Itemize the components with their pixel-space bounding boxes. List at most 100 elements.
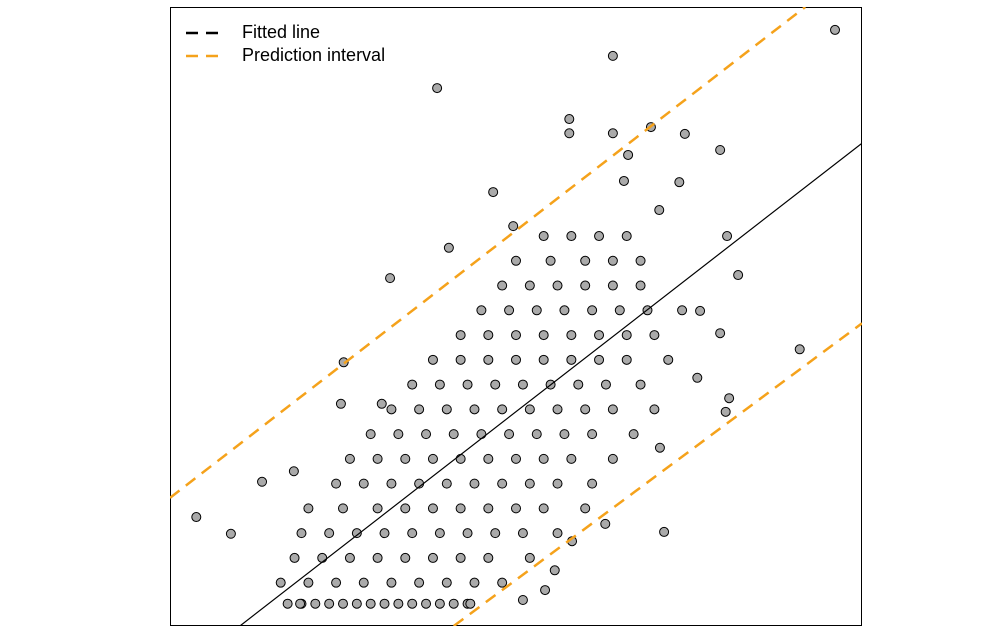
- point: [324, 598, 335, 609]
- point: [504, 305, 515, 316]
- point: [654, 205, 665, 216]
- point: [715, 144, 726, 155]
- point: [580, 255, 591, 266]
- point: [538, 231, 549, 242]
- point: [566, 354, 577, 365]
- point: [607, 128, 618, 139]
- point: [303, 503, 314, 514]
- point: [580, 404, 591, 415]
- point: [483, 503, 494, 514]
- point: [393, 598, 404, 609]
- point: [524, 478, 535, 489]
- point: [511, 354, 521, 365]
- point: [679, 128, 690, 139]
- point: [407, 379, 418, 390]
- point: [511, 255, 521, 266]
- point: [628, 429, 639, 440]
- point: [607, 50, 618, 61]
- point: [421, 598, 432, 609]
- point: [573, 379, 584, 390]
- point: [335, 398, 346, 409]
- point: [338, 503, 348, 514]
- point: [720, 406, 731, 417]
- point: [414, 577, 425, 588]
- point: [386, 478, 397, 489]
- point: [427, 453, 438, 464]
- point: [649, 330, 660, 341]
- point: [469, 478, 480, 489]
- point: [538, 354, 549, 365]
- point: [427, 503, 438, 514]
- point: [488, 187, 499, 198]
- point: [614, 305, 625, 316]
- point: [483, 552, 494, 563]
- point: [587, 305, 598, 316]
- point: [587, 478, 598, 489]
- point: [331, 478, 342, 489]
- point: [540, 585, 551, 596]
- point: [296, 528, 307, 539]
- point: [497, 478, 508, 489]
- point: [379, 598, 390, 609]
- point: [559, 429, 570, 440]
- point: [538, 330, 549, 341]
- point: [465, 598, 476, 609]
- point: [566, 453, 577, 464]
- point: [191, 512, 202, 523]
- point: [441, 577, 452, 588]
- point: [365, 598, 376, 609]
- plot-frame: [170, 7, 862, 626]
- point: [517, 528, 528, 539]
- point: [677, 305, 688, 316]
- point: [587, 429, 598, 440]
- point: [455, 503, 466, 514]
- point: [600, 518, 611, 529]
- point: [365, 429, 376, 440]
- point: [594, 330, 605, 341]
- point: [490, 379, 501, 390]
- point: [338, 598, 348, 609]
- point: [393, 429, 404, 440]
- point: [462, 379, 473, 390]
- point: [566, 330, 577, 341]
- point: [288, 466, 299, 477]
- point: [508, 221, 519, 232]
- legend: Fitted line Prediction interval: [186, 22, 385, 65]
- point: [830, 24, 841, 35]
- point: [695, 305, 706, 316]
- point: [344, 552, 355, 563]
- point: [455, 453, 466, 464]
- point: [552, 280, 563, 291]
- point: [564, 114, 575, 125]
- point: [654, 442, 665, 453]
- point: [455, 330, 466, 341]
- point: [455, 552, 466, 563]
- point: [504, 429, 515, 440]
- point: [257, 476, 268, 487]
- point: [538, 453, 549, 464]
- point: [483, 453, 494, 464]
- point: [351, 598, 362, 609]
- point: [295, 598, 306, 609]
- point: [794, 344, 805, 355]
- point: [407, 528, 418, 539]
- point: [607, 404, 618, 415]
- point: [282, 598, 293, 609]
- point: [511, 503, 521, 514]
- point: [432, 83, 443, 94]
- point: [476, 429, 487, 440]
- point: [434, 379, 445, 390]
- point: [434, 598, 445, 609]
- point: [552, 478, 563, 489]
- point: [462, 528, 473, 539]
- point: [524, 280, 535, 291]
- point: [566, 231, 577, 242]
- point: [351, 528, 362, 539]
- point: [659, 526, 670, 537]
- plot-area: [170, 7, 862, 626]
- point: [469, 577, 480, 588]
- point: [724, 393, 735, 404]
- point: [372, 503, 383, 514]
- legend-label: Prediction interval: [242, 45, 385, 65]
- point: [635, 280, 646, 291]
